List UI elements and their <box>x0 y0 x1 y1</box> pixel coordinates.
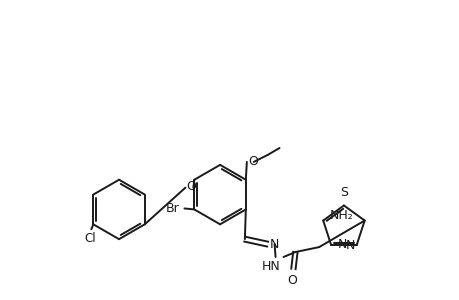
Text: N: N <box>269 238 279 250</box>
Text: NH₂: NH₂ <box>330 209 353 222</box>
Text: N: N <box>337 238 347 251</box>
Text: N: N <box>345 239 354 252</box>
Text: O: O <box>186 180 196 193</box>
Text: Br: Br <box>165 202 179 215</box>
Text: Cl: Cl <box>84 232 96 245</box>
Text: O: O <box>247 155 257 168</box>
Text: S: S <box>339 185 347 199</box>
Text: O: O <box>287 274 297 287</box>
Text: HN: HN <box>262 260 280 273</box>
